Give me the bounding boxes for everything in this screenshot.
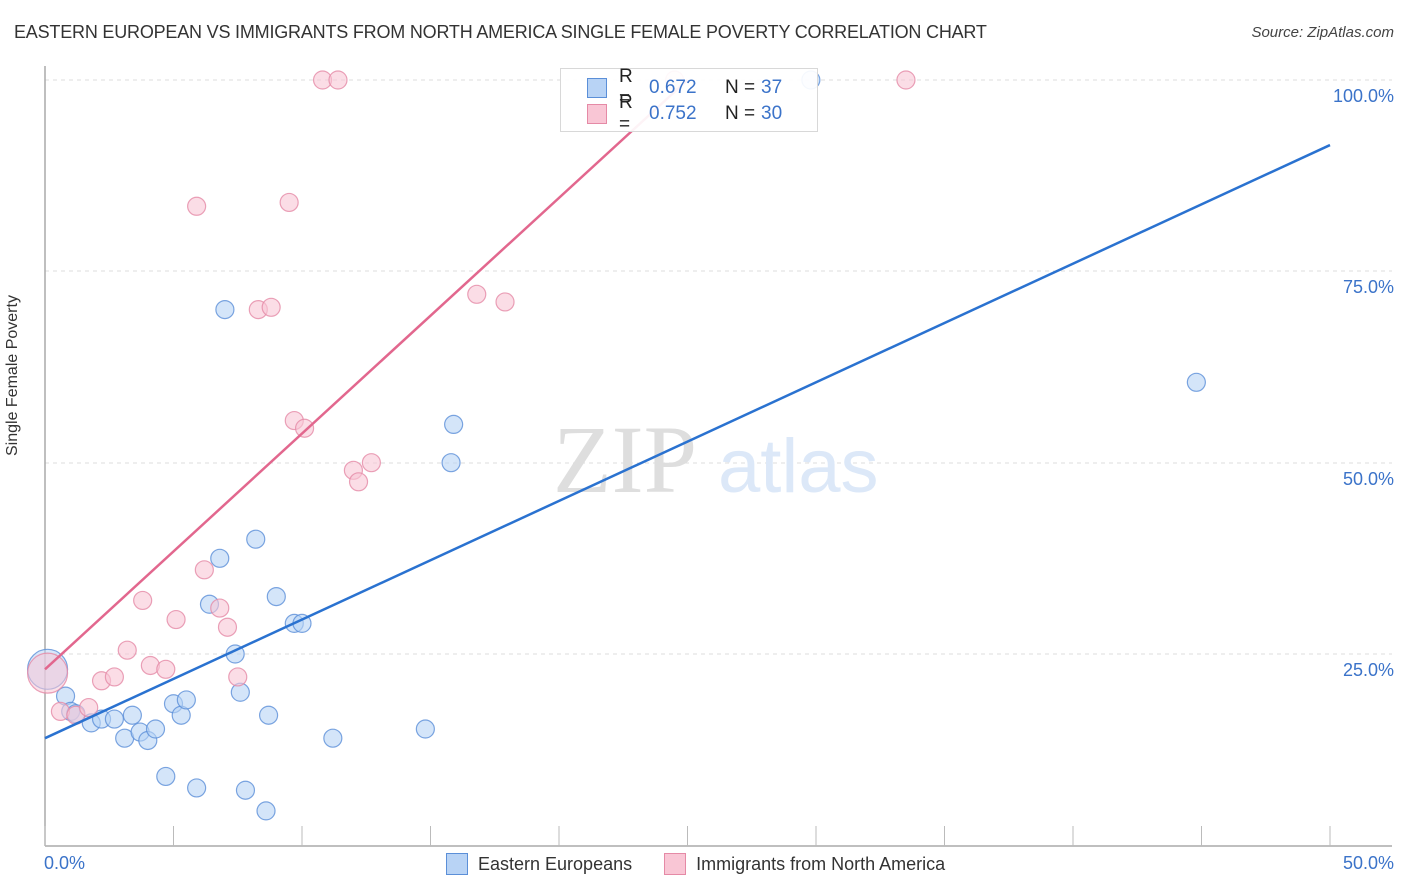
data-point	[328, 70, 348, 90]
data-point	[166, 609, 186, 630]
data-point	[467, 284, 487, 304]
chart-title: EASTERN EUROPEAN VS IMMIGRANTS FROM NORT…	[14, 22, 987, 42]
blue-swatch-icon	[587, 78, 607, 98]
data-point	[104, 667, 124, 687]
data-point	[145, 719, 166, 739]
data-point	[210, 598, 230, 618]
legend-row-eastern-europeans: R = 0.672 N = 37	[587, 66, 783, 109]
data-point	[1186, 372, 1206, 392]
series-legend: Eastern Europeans Immigrants from North …	[446, 853, 977, 875]
data-point	[361, 453, 381, 473]
data-point	[444, 414, 464, 434]
pink-swatch-icon	[587, 104, 607, 124]
svg-text:ZIP: ZIP	[553, 406, 697, 513]
x-tick-50: 50.0%	[1342, 853, 1394, 873]
data-point	[441, 453, 461, 473]
blue-swatch-icon	[446, 853, 468, 875]
data-point	[79, 697, 99, 718]
data-point	[156, 659, 176, 679]
data-point	[294, 418, 315, 438]
data-point	[896, 70, 916, 90]
data-point	[215, 300, 235, 320]
immigrants-north-america-points	[26, 70, 916, 725]
watermark: ZIP atlas	[553, 406, 879, 513]
data-point	[279, 192, 299, 213]
data-point	[133, 590, 153, 611]
data-point	[217, 617, 238, 637]
r-value: 0.672	[649, 77, 697, 98]
immigrants-north-america-trendline	[44, 79, 689, 671]
y-tick-25: 25.0%	[1342, 660, 1394, 680]
data-point	[156, 766, 176, 787]
data-point	[261, 297, 281, 317]
y-tick-75: 75.0%	[1342, 277, 1394, 297]
data-point	[194, 560, 214, 580]
data-point	[348, 472, 369, 492]
svg-text:atlas: atlas	[718, 424, 879, 509]
correlation-legend: R = 0.672 N = 37 R = 0.752 N = 30	[560, 66, 818, 135]
data-point	[210, 548, 230, 568]
y-tick-50: 50.0%	[1342, 469, 1394, 489]
data-point	[104, 709, 124, 729]
data-point	[323, 728, 343, 748]
pink-swatch-icon	[664, 853, 687, 875]
axes	[44, 66, 1392, 847]
x-tick-0: 0.0%	[44, 853, 86, 873]
data-point	[176, 690, 196, 710]
r-value: 0.752	[649, 103, 697, 124]
gridlines	[45, 79, 1392, 655]
data-point	[122, 705, 142, 725]
source-label: Source: ZipAtlas.com	[1251, 24, 1394, 41]
data-point	[256, 801, 276, 821]
legend-item-immigrants-north-america[interactable]: Immigrants from North America	[664, 853, 945, 875]
legend-row-immigrants: R = 0.752 N = 30	[587, 92, 783, 135]
legend-item-eastern-europeans[interactable]: Eastern Europeans	[446, 853, 632, 875]
y-axis-label: Single Female Poverty	[4, 295, 21, 456]
data-point	[266, 586, 286, 607]
data-point	[235, 780, 256, 800]
n-value: 30	[761, 103, 783, 124]
data-point	[228, 667, 248, 687]
data-point	[246, 529, 266, 549]
data-point	[495, 292, 515, 312]
data-point	[117, 640, 137, 660]
data-point	[187, 196, 207, 216]
y-tick-100: 100.0%	[1332, 86, 1394, 106]
data-point	[187, 778, 207, 798]
eastern-europeans-trendline	[44, 143, 1331, 740]
n-value: 37	[761, 77, 783, 98]
data-point	[415, 719, 435, 739]
data-point	[258, 705, 279, 725]
data-point	[26, 652, 69, 694]
